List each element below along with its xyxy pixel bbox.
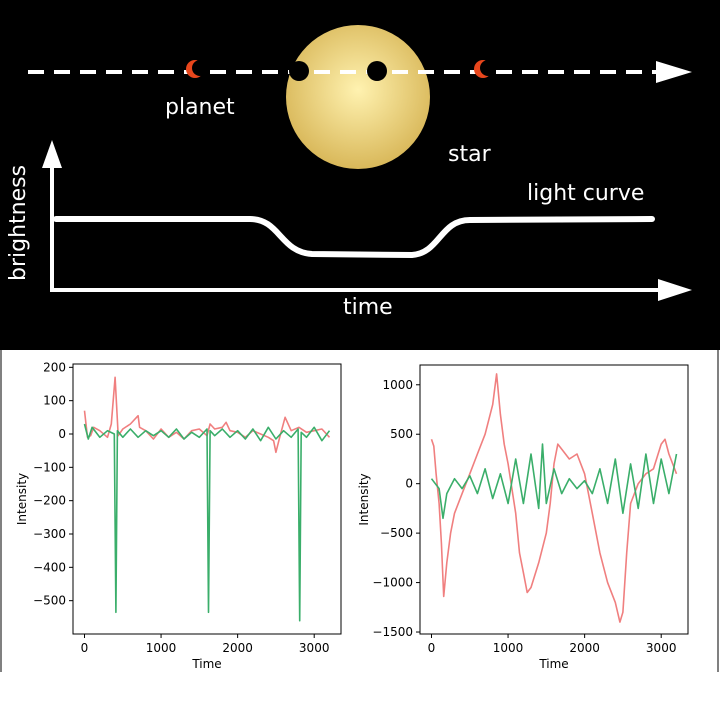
y-axis-label: Intensity — [15, 473, 29, 525]
light-curve-label: light curve — [527, 181, 644, 206]
x-tick-label: 3000 — [646, 641, 677, 655]
intensity-plot-1: 0 1000 2000 30002001000−100−200−300−400−500… — [15, 360, 342, 671]
y-tick-label: −1500 — [372, 625, 413, 639]
y-tick-label: −300 — [33, 527, 66, 541]
x-axis-label: Time — [538, 657, 568, 671]
plot-frame — [72, 363, 342, 635]
star — [286, 25, 430, 169]
planet-transit-center — [367, 61, 387, 81]
orbit-arrowhead — [656, 61, 692, 83]
plots-background — [0, 350, 720, 720]
x-tick-label: 3000 — [299, 641, 330, 655]
y-tick-label: −1000 — [372, 576, 413, 590]
planet-crescent-right — [474, 60, 496, 78]
y-axis-label: Intensity — [357, 473, 371, 525]
y-tick-label: 500 — [390, 427, 413, 441]
x-tick-label: 0 — [428, 641, 436, 655]
y-tick-label: 100 — [43, 394, 66, 408]
plot-frame — [419, 364, 689, 635]
transit-diagram: planet star light curve time brightness — [0, 0, 720, 350]
planet-crescent-shadow — [480, 60, 496, 76]
y-tick-label: 200 — [43, 360, 66, 374]
planet-transit-ingress — [289, 61, 309, 81]
time-axis-arrowhead — [658, 279, 692, 301]
planet-crescent-left — [186, 60, 208, 78]
planet-label: planet — [165, 95, 235, 120]
x-axis-label: Time — [191, 657, 221, 671]
y-tick-label: 0 — [58, 427, 66, 441]
intensity-plots: 0 1000 2000 30002001000−100−200−300−400−500… — [15, 360, 689, 671]
y-tick-label: −500 — [380, 526, 413, 540]
x-tick-label: 0 — [81, 641, 89, 655]
x-tick-label: 1000 — [493, 641, 524, 655]
brightness-axis-arrowhead — [42, 140, 62, 168]
y-tick-label: −100 — [33, 460, 66, 474]
x-tick-label: 2000 — [569, 641, 600, 655]
y-tick-label: −400 — [33, 560, 66, 574]
series-line-2 — [430, 443, 678, 520]
x-tick-label: 1000 — [146, 641, 177, 655]
series-line-1 — [83, 376, 331, 454]
series-line-2 — [83, 423, 331, 622]
series-line-1 — [430, 373, 678, 623]
y-tick-label: −500 — [33, 594, 66, 608]
planet-crescent-shadow — [192, 60, 208, 76]
x-tick-label: 2000 — [222, 641, 253, 655]
y-tick-label: 1000 — [382, 378, 413, 392]
time-label: time — [343, 295, 393, 320]
light-curve — [53, 216, 655, 259]
intensity-plot-2: 0 1000 2000 3000 1000 500 0 −500 −1000 −1500 Time I… — [357, 364, 689, 671]
y-tick-label: −200 — [33, 494, 66, 508]
y-tick-label: 0 — [405, 477, 413, 491]
star-label: star — [448, 142, 492, 167]
brightness-label: brightness — [6, 165, 31, 281]
